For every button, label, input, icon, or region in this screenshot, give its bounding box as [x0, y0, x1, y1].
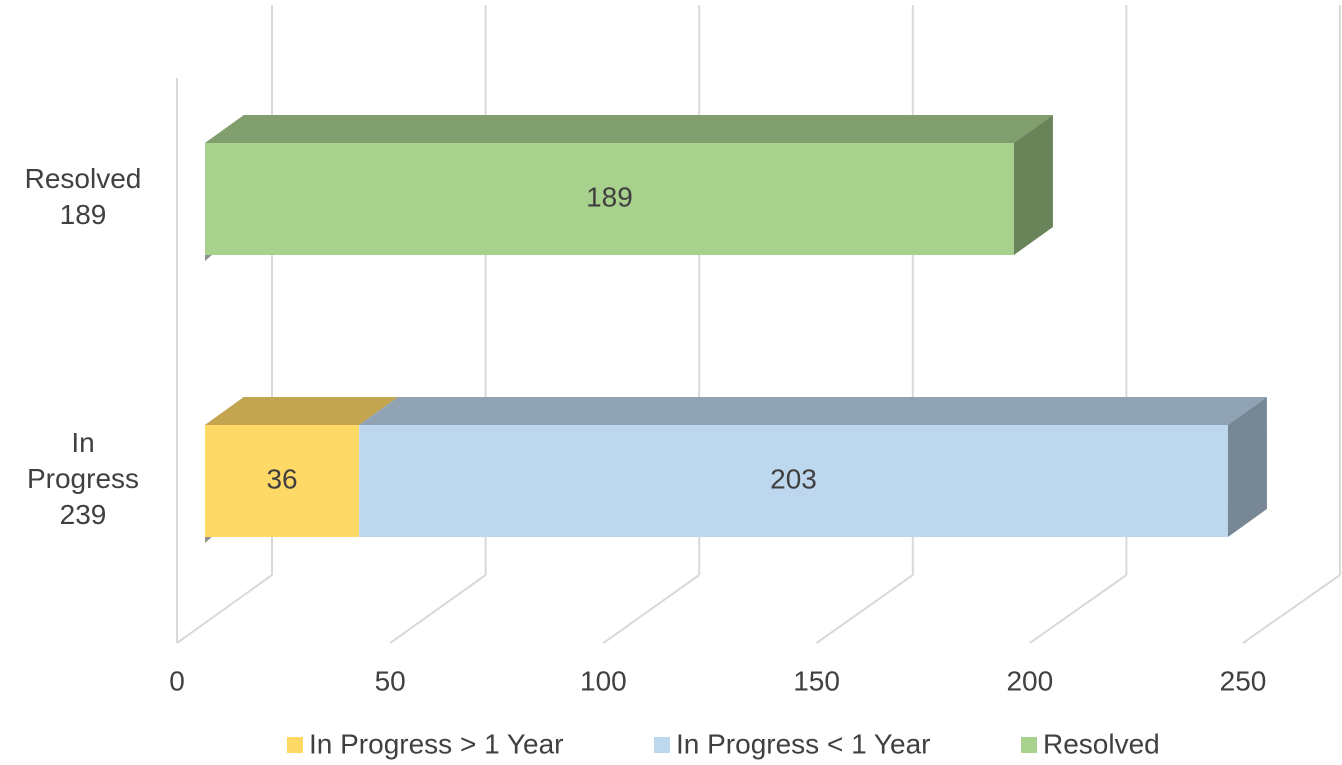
legend-label: In Progress > 1 Year: [309, 728, 564, 759]
bar: [359, 425, 1228, 537]
floor-line: [816, 574, 914, 644]
data-label: 203: [770, 463, 817, 494]
x-tick-label: 0: [169, 665, 185, 696]
floor-line: [1029, 574, 1127, 644]
y-tick-label: In Progress 239: [27, 427, 139, 530]
x-tick-label: 200: [1006, 665, 1053, 696]
bar-top: [205, 397, 399, 425]
y-tick-label: Resolved 189: [25, 163, 142, 230]
data-label: 189: [586, 181, 633, 212]
legend-swatch: [654, 737, 670, 753]
floor-line: [389, 574, 487, 644]
x-tick-label: 50: [375, 665, 406, 696]
legend-swatch: [287, 737, 303, 753]
bar-side: [1227, 397, 1267, 537]
bar-side: [1013, 115, 1053, 255]
floor-line: [1242, 574, 1341, 644]
floor-line: [602, 574, 700, 644]
legend-label: In Progress < 1 Year: [676, 728, 931, 759]
legend-label: Resolved: [1043, 728, 1160, 759]
x-tick-label: 100: [580, 665, 627, 696]
bar-top: [359, 397, 1267, 425]
bar-top: [205, 115, 1053, 143]
floor-line: [176, 574, 273, 644]
x-tick-label: 150: [793, 665, 840, 696]
bar: [205, 425, 360, 537]
bar: [205, 143, 1014, 255]
x-tick-label: 250: [1220, 665, 1267, 696]
data-label: 36: [266, 463, 297, 494]
legend-swatch: [1021, 737, 1037, 753]
